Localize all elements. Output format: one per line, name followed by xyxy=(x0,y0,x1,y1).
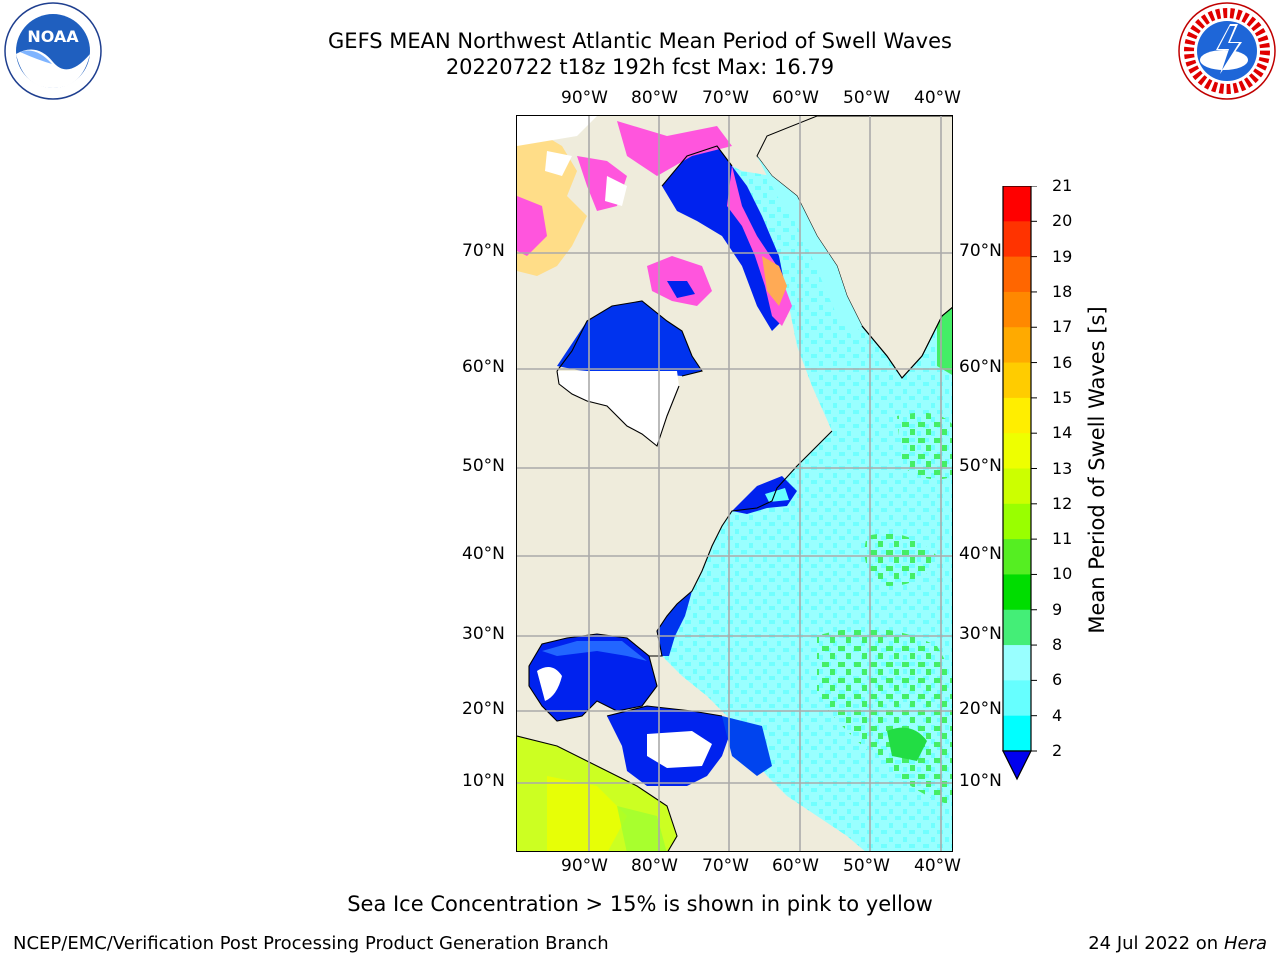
colorbar-tick-label: 8 xyxy=(1052,635,1063,655)
colorbar-tick-label: 2 xyxy=(1052,741,1063,760)
colorbar-tick-label: 19 xyxy=(1052,246,1073,266)
lat-label-left: 70°N xyxy=(462,241,505,261)
colorbar-swatch xyxy=(1003,256,1031,293)
lat-label-left: 20°N xyxy=(462,699,505,719)
green-swell-patches xyxy=(817,306,952,806)
colorbar-tick-label: 6 xyxy=(1052,670,1063,690)
footer-host: Hera xyxy=(1223,933,1267,954)
colorbar-swatches xyxy=(1002,185,1037,781)
colorbar-tick-label: 18 xyxy=(1052,281,1073,301)
colorbar-swatch xyxy=(1003,503,1031,540)
colorbar-tick-label: 11 xyxy=(1052,529,1073,549)
lat-label-left: 40°N xyxy=(462,544,505,564)
map-subtitle: 20220722 t18z 192h fcst Max: 16.79 xyxy=(445,55,835,79)
colorbar-swatch xyxy=(1003,362,1031,399)
colorbar-tick-label: 13 xyxy=(1052,458,1073,478)
colorbar-swatch xyxy=(1003,186,1031,222)
lat-label-right: 10°N xyxy=(959,771,1002,791)
colorbar-swatch xyxy=(1003,397,1031,434)
lon-label-top: 90°W xyxy=(561,88,608,108)
map-canvas xyxy=(517,116,952,851)
colorbar-tick-label: 9 xyxy=(1052,599,1063,619)
lon-label-top: 80°W xyxy=(631,88,678,108)
lon-label-top: 60°W xyxy=(772,88,819,108)
baffin-bay xyxy=(662,146,792,331)
colorbar-tick-label: 10 xyxy=(1052,564,1073,584)
colorbar-swatch xyxy=(1003,680,1031,717)
lon-label-bottom: 60°W xyxy=(772,856,819,876)
colorbar-swatch xyxy=(1003,715,1031,752)
gulf-caribbean xyxy=(529,634,772,786)
lon-label-top: 40°W xyxy=(914,88,961,108)
colorbar-tick-label: 16 xyxy=(1052,352,1073,372)
colorbar-swatch xyxy=(1003,327,1031,364)
lat-label-right: 30°N xyxy=(959,624,1002,644)
colorbar-tick-label: 20 xyxy=(1052,211,1073,231)
lat-label-right: 20°N xyxy=(959,699,1002,719)
sea-ice-note: Sea Ice Concentration > 15% is shown in … xyxy=(347,892,933,916)
colorbar-swatch xyxy=(1003,539,1031,575)
lon-label-bottom: 40°W xyxy=(914,856,961,876)
lon-label-bottom: 50°W xyxy=(843,856,890,876)
colorbar-swatch xyxy=(1003,433,1031,469)
colorbar-tick-label: 4 xyxy=(1052,705,1063,725)
lon-label-bottom: 70°W xyxy=(702,856,749,876)
lat-label-left: 50°N xyxy=(462,456,505,476)
footer-date-text: 24 Jul 2022 on xyxy=(1088,933,1224,954)
colorbar-swatch xyxy=(1003,645,1031,681)
lat-label-left: 60°N xyxy=(462,357,505,377)
lat-label-left: 10°N xyxy=(462,771,505,791)
colorbar-tick-label: 15 xyxy=(1052,387,1073,407)
colorbar xyxy=(1000,185,1040,786)
footer-credit: NCEP/EMC/Verification Post Processing Pr… xyxy=(13,933,609,954)
nws-logo-icon xyxy=(1176,2,1278,100)
colorbar-swatch xyxy=(1003,574,1031,611)
colorbar-tick-label: 17 xyxy=(1052,317,1073,337)
lat-label-right: 40°N xyxy=(959,544,1002,564)
graticule xyxy=(517,116,952,851)
lon-label-bottom: 80°W xyxy=(631,856,678,876)
lon-label-top: 70°W xyxy=(702,88,749,108)
colorbar-swatch xyxy=(1003,468,1031,505)
noaa-logo-icon: NOAA xyxy=(2,2,104,100)
colorbar-swatch xyxy=(1003,221,1031,258)
map-panel xyxy=(516,115,953,852)
colorbar-extend-arrow xyxy=(1002,750,1032,781)
lon-label-top: 50°W xyxy=(843,88,890,108)
colorbar-tick-label: 21 xyxy=(1052,176,1073,195)
coastal-shallow xyxy=(657,591,692,656)
colorbar-tick-label: 14 xyxy=(1052,423,1073,443)
colorbar-label: Mean Period of Swell Waves [s] xyxy=(1085,306,1109,634)
colorbar-ticks: 21 20 19 18 17 16 15 14 13 12 11 10 9 8 6 4 2 xyxy=(1044,176,1084,786)
gulf-st-lawrence xyxy=(732,476,797,514)
lat-label-right: 60°N xyxy=(959,357,1002,377)
svg-text:NOAA: NOAA xyxy=(27,27,79,46)
lat-label-right: 70°N xyxy=(959,241,1002,261)
colorbar-swatch xyxy=(1003,291,1031,328)
colorbar-tick-label: 12 xyxy=(1052,493,1073,513)
colorbar-swatch xyxy=(1003,609,1031,646)
footer-date: 24 Jul 2022 on Hera xyxy=(1088,933,1267,954)
lat-label-right: 50°N xyxy=(959,456,1002,476)
lat-label-left: 30°N xyxy=(462,624,505,644)
lon-label-bottom: 90°W xyxy=(561,856,608,876)
map-title: GEFS MEAN Northwest Atlantic Mean Period… xyxy=(328,29,952,53)
